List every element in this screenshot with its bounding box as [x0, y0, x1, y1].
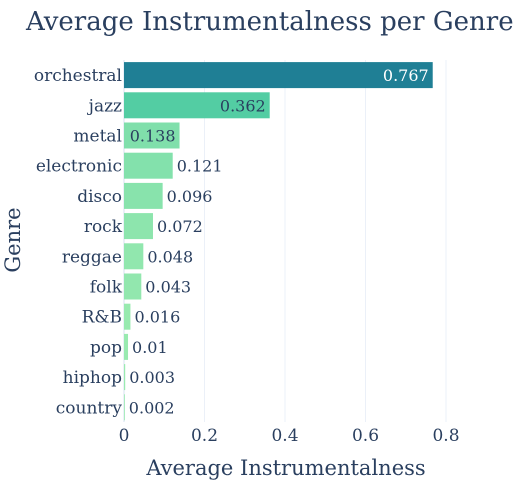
- bars: [124, 62, 433, 421]
- grid-lines: [123, 60, 447, 422]
- category-label: hiphop: [63, 368, 122, 388]
- data-label: 0.121: [177, 157, 223, 176]
- x-tick-label: 0.6: [352, 426, 379, 446]
- bar: [124, 273, 142, 300]
- bar: [124, 213, 153, 240]
- data-label: 0.016: [134, 308, 180, 327]
- category-label: reggae: [62, 247, 122, 267]
- chart-title: Average Instrumentalness per Genre: [25, 7, 514, 37]
- category-label: pop: [90, 338, 122, 358]
- data-label: 0.048: [147, 247, 193, 266]
- category-label: metal: [73, 127, 122, 147]
- data-label: 0.767: [383, 66, 429, 85]
- x-tick-label: 0.2: [191, 426, 218, 446]
- category-labels: orchestral jazz metal electronic disco rock re…: [34, 66, 123, 418]
- bar: [124, 92, 270, 119]
- data-label: 0.01: [132, 338, 168, 357]
- bar: [124, 303, 131, 330]
- category-label: disco: [77, 187, 122, 207]
- data-label: 0.072: [157, 217, 203, 236]
- bar: [124, 394, 125, 421]
- category-label: R&B: [82, 308, 122, 328]
- category-label: orchestral: [34, 66, 122, 86]
- data-label: 0.362: [220, 96, 266, 115]
- x-tick-label: 0: [119, 426, 130, 446]
- y-axis-title: Genre: [1, 207, 25, 272]
- category-label: rock: [84, 217, 123, 237]
- x-tick-label: 0.8: [432, 426, 459, 446]
- category-label: country: [56, 398, 123, 418]
- data-label: 0.002: [129, 398, 175, 417]
- bar: [124, 122, 180, 149]
- category-label: jazz: [87, 96, 122, 116]
- data-label: 0.138: [130, 127, 176, 146]
- bar: [124, 182, 163, 209]
- data-label: 0.043: [145, 278, 191, 297]
- bar: [124, 152, 173, 179]
- bar: [124, 333, 129, 360]
- category-label: electronic: [36, 157, 122, 177]
- x-axis-title: Average Instrumentalness: [145, 456, 425, 480]
- bar: [124, 243, 144, 270]
- data-label: 0.003: [129, 368, 175, 387]
- data-label: 0.096: [167, 187, 213, 206]
- x-tick-labels: 0 0.2 0.4 0.6 0.8: [119, 426, 460, 446]
- bar: [124, 364, 126, 391]
- bar: [124, 62, 433, 89]
- x-tick-label: 0.4: [271, 426, 298, 446]
- category-label: folk: [90, 278, 123, 298]
